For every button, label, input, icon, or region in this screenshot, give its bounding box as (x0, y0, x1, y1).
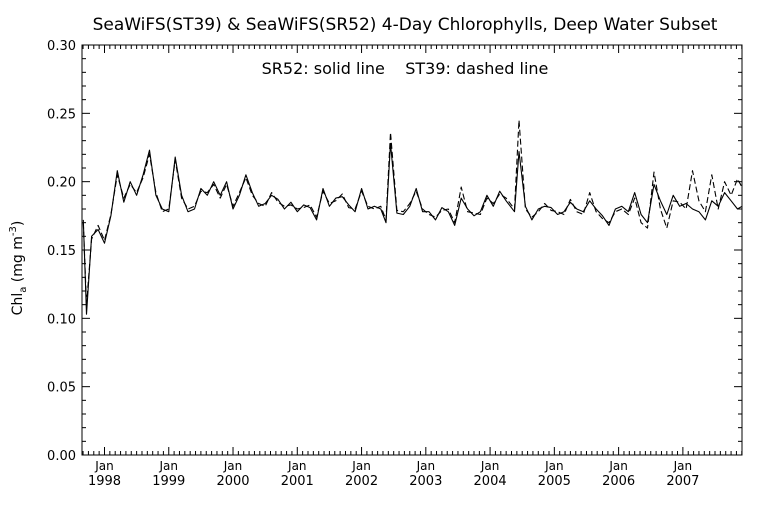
y-tick-label: 0.20 (47, 176, 76, 191)
x-tick-month-label: Jan (351, 459, 371, 473)
x-tick-year-label: 2003 (409, 474, 442, 489)
series-line-st39 (82, 119, 743, 306)
x-tick-year-label: 2001 (281, 474, 314, 489)
x-tick-month-label: Jan (544, 459, 564, 473)
y-axis-label: Chla (mg m-3) (8, 221, 29, 316)
y-axis-label-superscript: -3 (8, 226, 19, 236)
x-tick-year-label: 1999 (152, 474, 185, 489)
x-tick-year-label: 2000 (216, 474, 249, 489)
plot-axes: 0.000.050.100.150.200.250.30Jan1998Jan19… (47, 39, 743, 489)
x-tick-year-label: 2004 (474, 474, 507, 489)
y-axis-label-unit: (mg m (10, 236, 26, 287)
y-tick-label: 0.00 (47, 449, 76, 464)
y-axis-label-unit-end: ) (10, 221, 26, 226)
x-tick-month-label: Jan (416, 459, 436, 473)
chart-title: SeaWiFS(ST39) & SeaWiFS(SR52) 4-Day Chlo… (93, 15, 718, 35)
y-tick-label: 0.05 (47, 381, 76, 396)
x-tick-year-label: 1998 (88, 474, 121, 489)
x-tick-year-label: 2007 (666, 474, 699, 489)
y-tick-label: 0.15 (47, 244, 76, 259)
y-tick-label: 0.30 (47, 39, 76, 54)
x-tick-month-label: Jan (608, 459, 628, 473)
x-tick-year-label: 2002 (345, 474, 378, 489)
plot-frame (81, 44, 743, 456)
x-tick-year-label: 2005 (538, 474, 571, 489)
y-axis-label-subscript: a (18, 287, 29, 293)
x-tick-month-label: Jan (480, 459, 500, 473)
x-tick-month-label: Jan (673, 459, 693, 473)
x-tick-year-label: 2006 (602, 474, 635, 489)
x-tick-month-label: Jan (159, 459, 179, 473)
x-tick-month-label: Jan (94, 459, 114, 473)
y-tick-label: 0.25 (47, 107, 76, 122)
chart-annotation: SR52: solid line ST39: dashed line (262, 59, 549, 78)
y-axis-label-main: Chl (10, 293, 26, 316)
x-tick-month-label: Jan (287, 459, 307, 473)
y-tick-label: 0.10 (47, 312, 76, 327)
svg-text:Chla (mg m-3): Chla (mg m-3) (8, 221, 29, 316)
x-tick-month-label: Jan (223, 459, 243, 473)
series-layer (82, 119, 743, 315)
series-line-sr52 (82, 142, 743, 315)
